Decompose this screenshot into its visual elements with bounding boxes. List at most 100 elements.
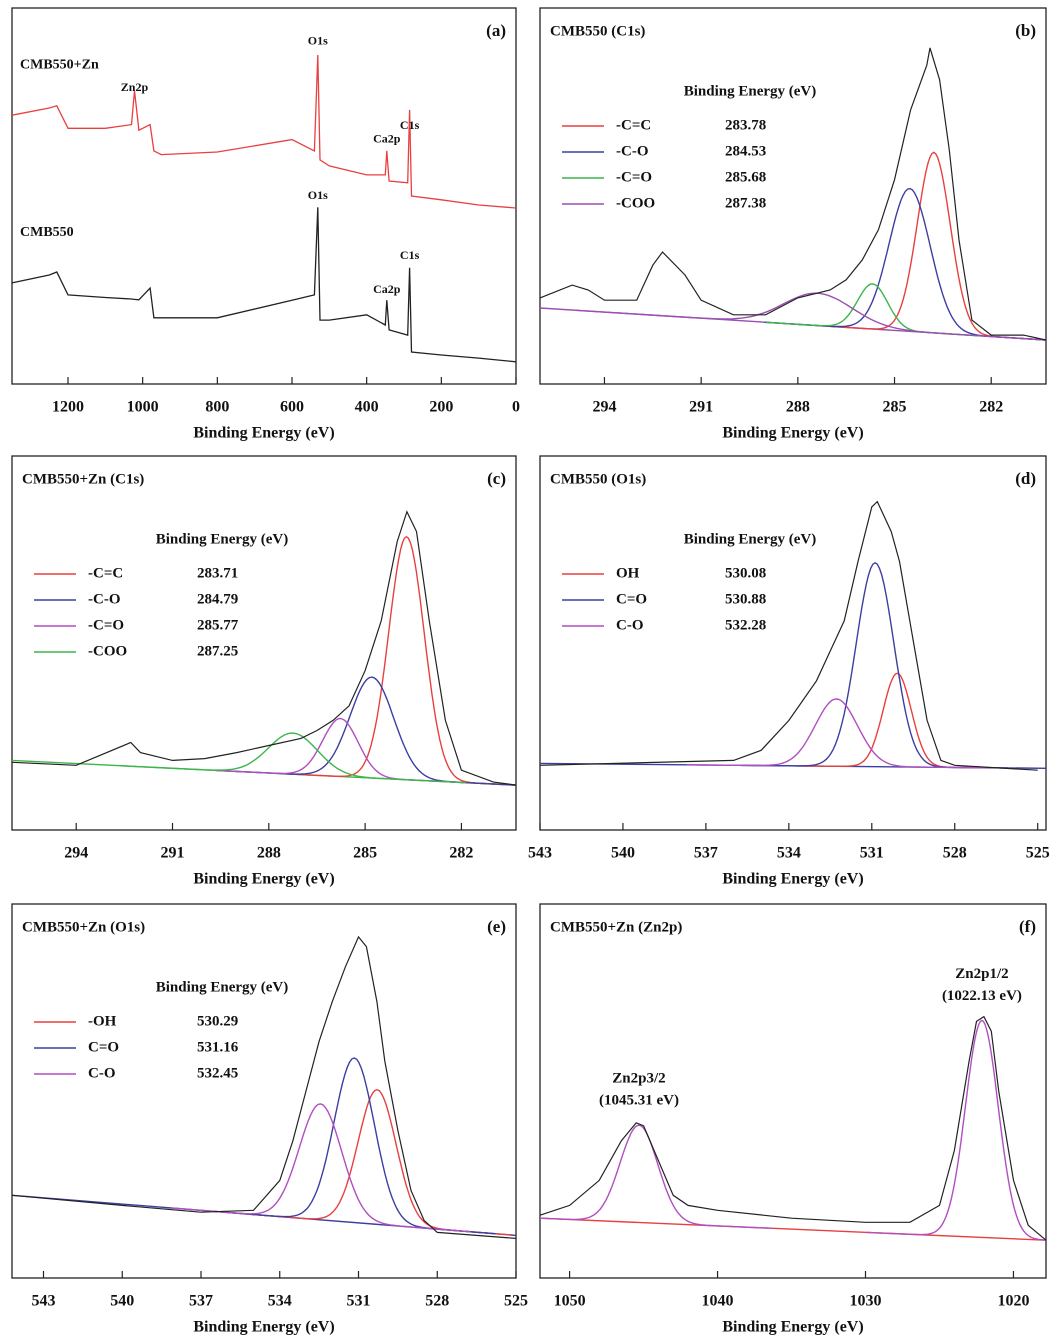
fit-component (119, 732, 467, 784)
legend-value: 532.28 (725, 617, 766, 633)
panel-title: CMB550 (C1s) (550, 23, 645, 39)
x-tick-label: 291 (689, 399, 713, 416)
background-line (539, 1217, 1047, 1241)
peak-annotation: Ca2p (373, 282, 401, 296)
x-tick-label: 288 (257, 845, 281, 862)
panel-title: CMB550+Zn (C1s) (22, 471, 144, 487)
x-tick-label: 1050 (554, 1293, 586, 1310)
x-tick-label: 537 (694, 845, 718, 862)
legend-value: 285.68 (725, 169, 766, 185)
spectrum-line (11, 935, 517, 1239)
x-tick-label: 200 (429, 399, 453, 416)
x-tick-label: 291 (161, 845, 185, 862)
legend-title: Binding Energy (eV) (684, 531, 817, 547)
x-tick-label: 285 (883, 399, 907, 416)
legend-value: 532.45 (197, 1065, 238, 1081)
x-tick-label: 1030 (849, 1293, 881, 1310)
x-tick-label: 525 (504, 1293, 528, 1310)
peak-annotation: Ca2p (373, 131, 401, 145)
panel-label: (f) (1019, 917, 1036, 936)
x-tick-label: 1000 (127, 399, 159, 416)
series-label: CMB550+Zn (20, 57, 99, 72)
peak-annotation: Zn2p (121, 80, 149, 94)
panel-label: (a) (486, 21, 506, 40)
series-label: CMB550 (20, 225, 74, 240)
legend-title: Binding Energy (eV) (156, 979, 289, 995)
legend-value: 530.29 (197, 1013, 238, 1029)
x-tick-label: 543 (528, 845, 552, 862)
x-tick-label: 1040 (702, 1293, 734, 1310)
fit-component (576, 292, 1047, 341)
panel-title: CMB550+Zn (Zn2p) (550, 919, 682, 935)
x-axis-label: Binding Energy (eV) (722, 1319, 863, 1336)
fit-component (797, 672, 997, 769)
legend-value: 530.08 (725, 565, 766, 581)
legend-name: -COO (616, 195, 655, 211)
legend-value: 283.78 (725, 117, 766, 133)
peak-annotation: O1s (308, 188, 328, 202)
x-axis-label: Binding Energy (eV) (193, 425, 334, 442)
x-tick-label: 400 (355, 399, 379, 416)
fit-component (281, 535, 517, 786)
x-tick-label: 525 (1026, 845, 1050, 862)
peak-annotation: C1s (400, 248, 420, 262)
x-tick-label: 600 (280, 399, 304, 416)
peak-annotation: O1s (308, 34, 328, 48)
spectrum-line (539, 47, 1047, 341)
plot-frame (539, 455, 1047, 831)
x-tick-label: 537 (189, 1293, 213, 1310)
x-tick-label: 528 (425, 1293, 449, 1310)
x-axis-label: Binding Energy (eV) (722, 871, 863, 888)
peak-value: (1022.13 eV) (942, 988, 1022, 1004)
legend-name: -C-O (616, 143, 649, 159)
fit-component (866, 1019, 1047, 1241)
x-tick-label: 1200 (52, 399, 84, 416)
spectrum-line (11, 207, 517, 363)
legend-name: -C=C (616, 117, 651, 133)
x-tick-label: 528 (943, 845, 967, 862)
plot-frame (11, 455, 517, 831)
x-tick-label: 288 (786, 399, 810, 416)
legend-name: -OH (88, 1013, 117, 1029)
x-axis-label: Binding Energy (eV) (193, 1319, 334, 1336)
panel-label: (c) (487, 469, 506, 488)
plot-frame (11, 7, 517, 385)
panel-label: (b) (1015, 21, 1036, 40)
fit-component (766, 283, 980, 337)
legend-value: 531.16 (197, 1039, 239, 1055)
x-tick-label: 800 (205, 399, 229, 416)
fit-component (742, 561, 1008, 769)
peak-value: (1045.31 eV) (599, 1093, 679, 1109)
fit-component (764, 187, 1047, 341)
plot-frame (11, 903, 517, 1279)
legend-value: 287.38 (725, 195, 766, 211)
fit-component (687, 698, 986, 769)
fit-component (217, 676, 517, 786)
legend-name: C=O (616, 591, 647, 607)
legend-name: -C-O (88, 591, 121, 607)
legend-name: OH (616, 565, 640, 581)
x-tick-label: 531 (347, 1293, 371, 1310)
x-tick-label: 0 (512, 399, 520, 416)
peak-name: Zn2p3/2 (612, 1071, 665, 1087)
fit-component (243, 1088, 512, 1236)
x-tick-label: 534 (268, 1293, 292, 1310)
x-tick-label: 540 (611, 845, 635, 862)
x-tick-label: 534 (777, 845, 801, 862)
x-tick-label: 1020 (997, 1293, 1029, 1310)
fit-component (817, 151, 1047, 341)
legend-name: C=O (88, 1039, 119, 1055)
plot-frame (539, 903, 1047, 1279)
x-axis-label: Binding Energy (eV) (722, 425, 863, 442)
x-tick-label: 294 (592, 399, 616, 416)
x-tick-label: 294 (64, 845, 88, 862)
legend-value: 287.25 (197, 643, 238, 659)
fit-component (212, 1057, 497, 1235)
x-tick-label: 540 (110, 1293, 134, 1310)
legend-value: 284.53 (725, 143, 766, 159)
panel-label: (e) (487, 917, 506, 936)
spectrum-line (11, 54, 517, 209)
panel-title: CMB550+Zn (O1s) (22, 919, 145, 935)
x-tick-label: 543 (32, 1293, 56, 1310)
